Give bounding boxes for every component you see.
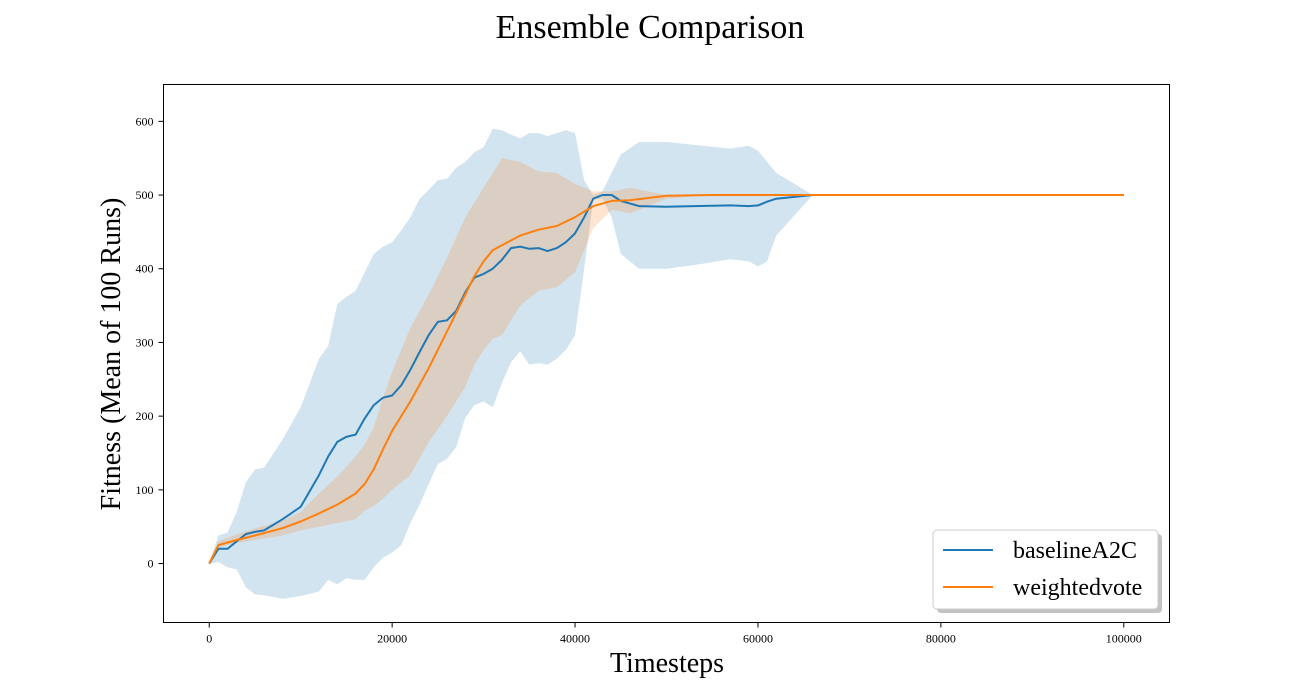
x-tick-label: 0 (206, 632, 212, 646)
line-baselineA2C (208, 194, 1124, 565)
x-tick-label: 40000 (560, 632, 590, 646)
legend-label-weightedvote: weightedvote (1013, 575, 1142, 601)
x-tick-label: 100000 (1106, 632, 1142, 646)
x-tick-label: 60000 (743, 632, 773, 646)
chart-title: Ensemble Comparison (496, 9, 805, 46)
x-tick-label: 20000 (377, 632, 407, 646)
y-tick-label: 100 (136, 483, 154, 497)
band-weightedvote (209, 158, 1124, 564)
x-axis: 0 20000 40000 60000 80000 100000 (206, 622, 1142, 646)
x-tick-label: 80000 (926, 632, 956, 646)
y-axis: 0 100 200 300 400 500 600 (136, 114, 164, 571)
confidence-bands (209, 128, 1124, 599)
y-tick-label: 600 (136, 114, 154, 128)
plot-area (163, 84, 1170, 623)
y-tick-label: 500 (136, 188, 154, 202)
legend-label-baselineA2C: baselineA2C (1013, 538, 1137, 564)
y-tick-label: 400 (136, 262, 154, 276)
y-tick-label: 200 (136, 409, 154, 423)
x-axis-label: Timesteps (610, 648, 724, 679)
legend: baselineA2C weightedvote (932, 529, 1162, 613)
series-lines (208, 194, 1124, 565)
band-baselineA2C (209, 128, 1124, 599)
y-axis-label: Fitness (Mean of 100 Runs) (96, 198, 127, 511)
line-weightedvote (208, 194, 1124, 564)
y-tick-label: 300 (136, 335, 154, 349)
y-tick-label: 0 (148, 557, 154, 571)
